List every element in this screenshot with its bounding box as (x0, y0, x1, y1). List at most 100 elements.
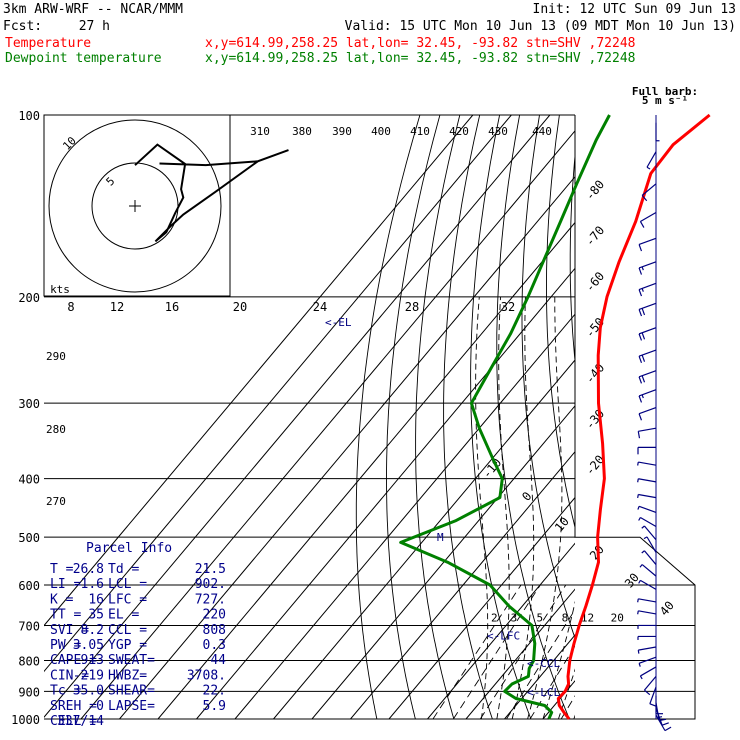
theta-label-top: 440 (532, 125, 552, 138)
isotherm-label: -30 (583, 407, 608, 433)
pressure-label-500: 500 (18, 531, 40, 545)
parcel-row-3-col-2: EL = (108, 608, 139, 623)
barb-legend-title: Full barb: (632, 85, 698, 98)
hodograph-ring (48, 119, 222, 293)
mixing-ratio-label: 8 (562, 611, 569, 624)
parcel-info-title: Parcel Info (86, 541, 172, 556)
marker-el: <-EL (325, 316, 352, 329)
pressure-label-1000: 1000 (11, 713, 40, 727)
marker-ccl: <-CCL (527, 657, 560, 670)
dry-adiabat (470, 115, 532, 719)
model-title: 3km ARW-WRF -- NCAR/MMM (3, 2, 183, 17)
wind-barb (655, 695, 663, 715)
parcel-row-5-col-3: 0.3 (203, 638, 226, 653)
wind-barb (638, 327, 657, 341)
mixing-ratio-line (479, 584, 567, 719)
theta-label-top: 410 (410, 125, 430, 138)
theta-label-side: 290 (46, 350, 66, 363)
temperature-legend: Temperature (5, 36, 91, 51)
pressure-label-400: 400 (18, 473, 40, 487)
theta-label-top: 420 (449, 125, 469, 138)
pressure-axis-labels: 100 200 300 400 500 600 700 800 900 1000 (11, 109, 40, 727)
mixing-ratio-line (560, 695, 575, 719)
parcel-row-0-col-2: Td = (108, 562, 139, 577)
pressure-label-600: 600 (18, 579, 40, 593)
wind-barb (638, 349, 657, 363)
parcel-row-5-col-1: 3.05 (73, 638, 104, 653)
wind-barb (641, 550, 657, 565)
parcel-row-4-col-1: 8.2 (81, 623, 104, 638)
hodograph-speed-tick: 12 (110, 300, 124, 314)
pressure-label-700: 700 (18, 619, 40, 633)
wind-barb (641, 525, 657, 541)
isotherm-line (388, 496, 575, 719)
moist-adiabat (527, 296, 563, 719)
parcel-row-10-col-1: 337/14 (57, 714, 104, 729)
parcel-row-1-col-0: LI = (50, 577, 81, 592)
dewpoint-legend: Dewpoint temperature (5, 51, 162, 66)
fcst-label: Fcst: (3, 19, 42, 34)
hodograph-units: kts (50, 283, 70, 296)
isotherm-line (350, 450, 575, 719)
wind-barb (638, 389, 657, 403)
pressure-label-100: 100 (18, 109, 40, 123)
wind-barb (637, 598, 657, 603)
mixing-ratio-label: 2 (491, 611, 498, 624)
isotherm-label: -70 (583, 223, 608, 249)
wind-barb (638, 516, 657, 527)
parcel-row-4-col-0: SVI = (50, 623, 89, 638)
wind-barb (638, 406, 657, 421)
dry-adiabat (415, 115, 461, 719)
parcel-row-9-col-3: 5.9 (203, 699, 226, 714)
parcel-info: Parcel Info T = 26.8 Td = 21.5 LI =-1.6 LCL =… (50, 541, 226, 729)
dry-adiabat (355, 115, 421, 719)
isotherm-line (659, 115, 740, 719)
dry-adiabat (521, 115, 575, 640)
hodograph-speed-tick: 32 (501, 300, 515, 314)
wind-barb (638, 237, 657, 252)
parcel-row-1-col-1: -1.6 (73, 577, 104, 592)
parcel-row-0-col-3: 21.5 (195, 562, 226, 577)
parcel-row-6-col-3: 44 (210, 653, 226, 668)
wind-barb (641, 183, 657, 202)
parcel-row-2-col-1: 16 (88, 592, 104, 607)
parcel-row-2-col-2: LFC = (108, 592, 147, 607)
theta-label-side: 270 (46, 495, 66, 508)
wind-barb (637, 461, 657, 466)
parcel-row-4-col-3: 808 (203, 623, 226, 638)
dry-adiabat (637, 115, 740, 719)
parcel-row-1-col-2: LCL = (108, 577, 147, 592)
theta-label-top: 390 (332, 125, 352, 138)
moist-adiabat (542, 600, 575, 719)
theta-label-side: 280 (46, 423, 66, 436)
marker-m: M (437, 531, 444, 544)
pressure-label-900: 900 (18, 685, 40, 699)
parcel-row-7-col-0: CIN = (50, 668, 89, 683)
wind-barb (638, 261, 657, 275)
parcel-row-9-col-0: SREH = (50, 699, 97, 714)
temperature-profile (556, 113, 711, 720)
wind-barb (637, 427, 657, 439)
wind-barb (638, 370, 657, 384)
wind-barbs (637, 115, 672, 732)
dry-adiabat (443, 115, 493, 719)
isotherm-line (157, 221, 575, 719)
isotherm-line (196, 267, 575, 719)
isotherm-label: 40 (657, 598, 677, 618)
hodograph-speed-tick: 16 (165, 300, 179, 314)
parcel-row-4-col-2: CCL = (108, 623, 147, 638)
parcel-row-2-col-3: 727. (195, 592, 226, 607)
barb-legend-unit: 5 m s⁻¹ (642, 94, 688, 107)
wind-barb (649, 686, 657, 707)
isotherm-label: 10 (552, 514, 572, 534)
parcel-row-2-col-0: K = (50, 592, 74, 607)
parcel-row-7-col-2: HWBZ= (108, 668, 147, 683)
hodograph: 510 kts 8 12 16 20 24 28 32 (43, 114, 515, 314)
isotherm-line (44, 115, 551, 718)
mixing-ratio-label: 20 (611, 611, 624, 624)
parcel-row-10-col-0: CELL = (50, 714, 97, 729)
dry-adiabat (386, 115, 441, 719)
theta-label-top: 310 (250, 125, 270, 138)
